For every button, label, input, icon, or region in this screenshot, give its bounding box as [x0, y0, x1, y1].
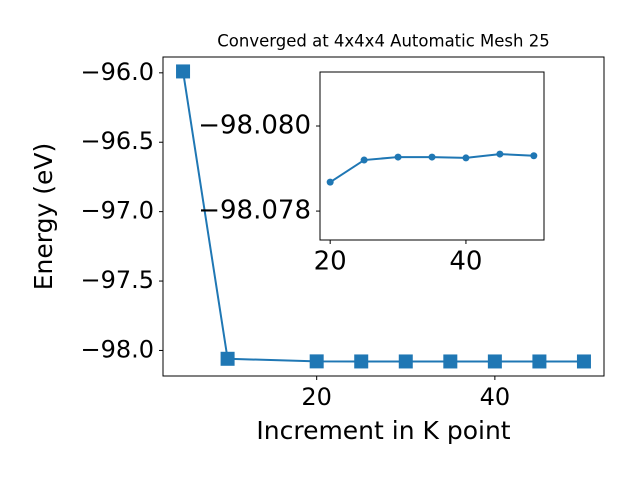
- marker: [360, 156, 368, 164]
- y-tick-label: −98.078: [198, 196, 311, 226]
- y-tick-label: −96.5: [80, 127, 154, 155]
- marker: [326, 178, 334, 186]
- marker: [220, 351, 235, 366]
- x-tick-label: 20: [314, 247, 347, 277]
- chart-title: Converged at 4x4x4 Automatic Mesh 25: [217, 32, 549, 51]
- y-tick-label: −97.5: [80, 266, 154, 294]
- y-tick-label: −98.080: [198, 111, 311, 141]
- x-tick-label: 20: [301, 383, 332, 411]
- y-axis-label: Energy (eV): [29, 143, 58, 290]
- marker: [394, 153, 402, 161]
- marker: [576, 354, 591, 369]
- x-axis-label: Increment in K point: [256, 416, 510, 445]
- marker: [428, 153, 436, 161]
- y-tick-label: −97.0: [80, 197, 154, 225]
- marker: [309, 354, 324, 369]
- x-tick-label: 40: [480, 383, 511, 411]
- marker: [462, 154, 470, 162]
- marker: [176, 64, 191, 79]
- y-tick-label: −98.0: [80, 335, 154, 363]
- marker: [496, 150, 504, 158]
- plot-area: [162, 56, 605, 377]
- marker: [532, 354, 547, 369]
- y-tick-label: −96.0: [80, 58, 154, 86]
- marker: [398, 354, 413, 369]
- marker: [354, 354, 369, 369]
- marker: [530, 152, 538, 160]
- marker: [487, 354, 502, 369]
- marker: [443, 354, 458, 369]
- plot-area: [319, 71, 545, 241]
- x-tick-label: 40: [449, 247, 482, 277]
